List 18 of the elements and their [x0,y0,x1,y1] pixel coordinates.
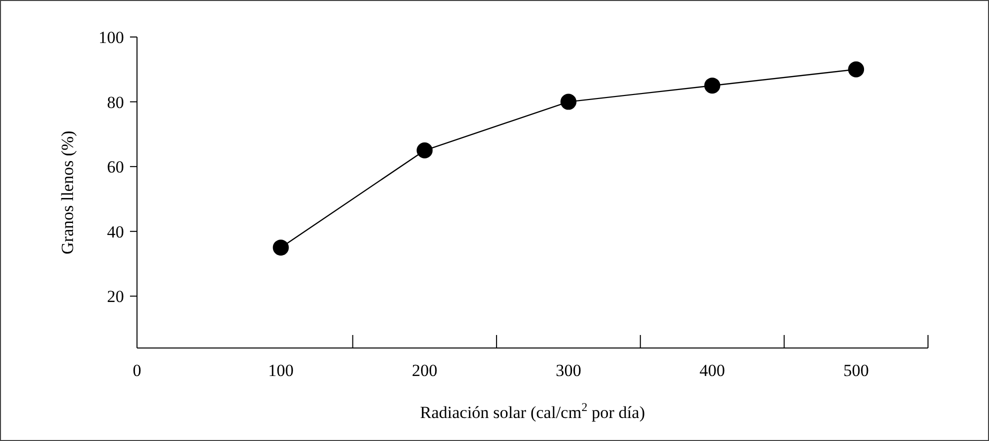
y-tick-label: 100 [98,28,124,47]
y-tick-label: 40 [107,222,124,242]
x-tick-label: 100 [268,361,294,380]
point [272,240,289,256]
point [416,142,433,158]
x-axis-title: Radiación solar (cal/cm$^{2}$ por día) [420,400,645,422]
y-tick-label: 60 [107,158,124,177]
x-tick-label: 0 [132,361,142,380]
y-tick-label: 80 [107,92,124,112]
point [560,94,576,110]
y-tick-label: 20 [107,287,124,306]
x-tick-label: 300 [556,361,582,380]
x-tick-label: 200 [412,361,438,380]
point [848,61,864,78]
x-tick-label: 400 [700,361,726,380]
x-tick-label: 500 [843,361,869,380]
y-axis-title: Granos llenos (%) [58,130,77,254]
point [704,78,720,94]
